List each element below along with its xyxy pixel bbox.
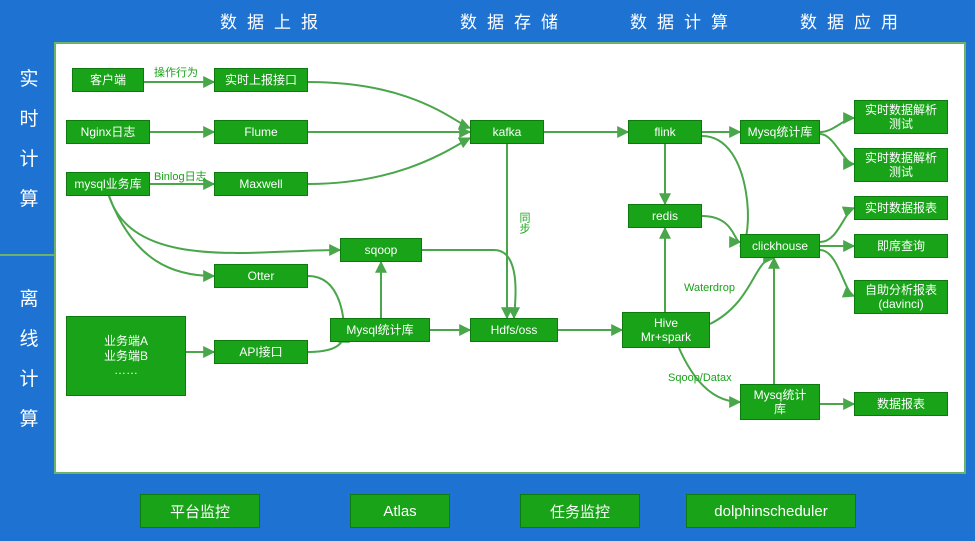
node-mysqlstatdb: Mysql统计库 xyxy=(330,318,430,342)
node-clickhouse: clickhouse xyxy=(740,234,820,258)
bottom-button[interactable]: Atlas xyxy=(350,494,450,528)
node-mysqstat1: Mysq统计库 xyxy=(740,120,820,144)
column-header: 数据计算 xyxy=(630,8,738,33)
node-hive: Hive Mr+spark xyxy=(622,312,710,348)
side-label: 实 时 计 算 xyxy=(14,60,44,220)
column-header: 数据应用 xyxy=(800,8,908,33)
side-label: 离 线 计 算 xyxy=(14,280,44,440)
row-divider xyxy=(0,254,54,256)
node-datareport: 数据报表 xyxy=(854,392,948,416)
node-flume: Flume xyxy=(214,120,308,144)
node-rtparse1: 实时数据解析 测试 xyxy=(854,100,948,134)
bottom-button[interactable]: 任务监控 xyxy=(520,494,640,528)
node-sqoop: sqoop xyxy=(340,238,422,262)
node-selfbi: 自助分析报表 (davinci) xyxy=(854,280,948,314)
node-adhoc: 即席查询 xyxy=(854,234,948,258)
node-apiintf: API接口 xyxy=(214,340,308,364)
node-kafka: kafka xyxy=(470,120,544,144)
node-hdfs: Hdfs/oss xyxy=(470,318,558,342)
inner-frame xyxy=(54,42,966,474)
node-bizside: 业务端A 业务端B …… xyxy=(66,316,186,396)
bottom-button[interactable]: 平台监控 xyxy=(140,494,260,528)
node-rtapi: 实时上报接口 xyxy=(214,68,308,92)
column-header: 数据存储 xyxy=(460,8,568,33)
node-rtparse2: 实时数据解析 测试 xyxy=(854,148,948,182)
node-mysqstat2: Mysq统计 库 xyxy=(740,384,820,420)
bottom-button[interactable]: dolphinscheduler xyxy=(686,494,856,528)
node-rtreport: 实时数据报表 xyxy=(854,196,948,220)
diagram-stage: 数据上报 数据存储 数据计算 数据应用 实 时 计 算离 线 计 算 客户端 Nginx… xyxy=(0,0,975,541)
node-flink: flink xyxy=(628,120,702,144)
column-header: 数据上报 xyxy=(220,8,328,33)
node-mysqlbiz: mysql业务库 xyxy=(66,172,150,196)
node-client: 客户端 xyxy=(72,68,144,92)
node-redis: redis xyxy=(628,204,702,228)
node-maxwell: Maxwell xyxy=(214,172,308,196)
node-nginx: Nginx日志 xyxy=(66,120,150,144)
node-otter: Otter xyxy=(214,264,308,288)
